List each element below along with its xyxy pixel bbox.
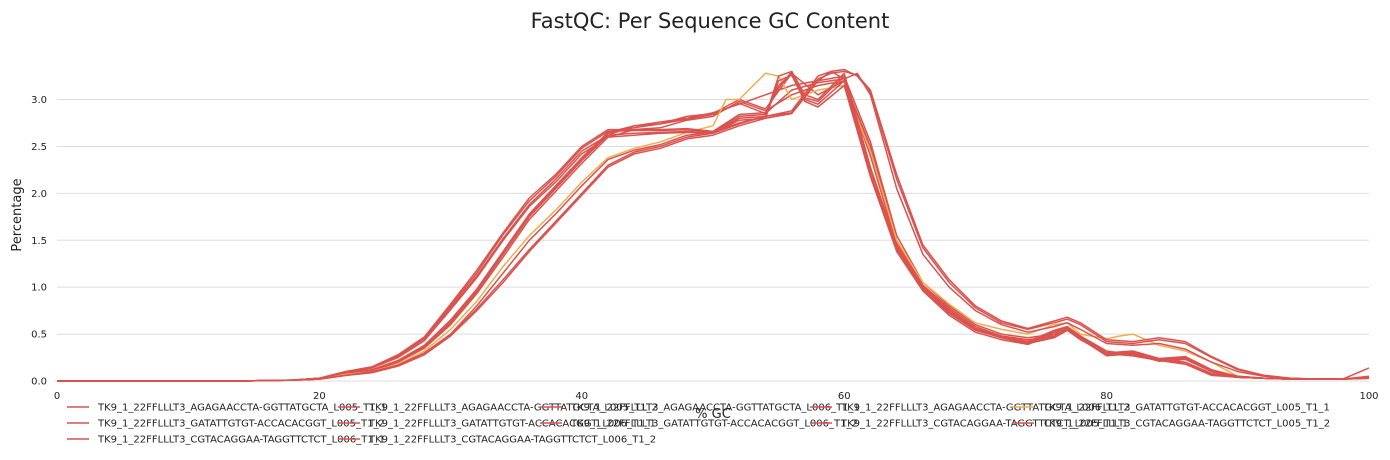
- legend-item[interactable]: TK9_1_22FFLLLT3_GATATTGTGT-ACCACACGGT_L0…: [540, 419, 858, 430]
- legend-label: TK9_1_22FFLLLT3_GATATTGTGT-ACCACACGGT_L0…: [97, 419, 385, 430]
- legend-label: TK9_1_22FFLLLT3_AGAGAACCTA-GGTTATGCTA_L0…: [570, 403, 860, 414]
- y-tick-label: 1.5: [31, 236, 47, 247]
- legend-label: TK9_1_22FFLLLT3_GATATTGTGT-ACCACACGGT_L0…: [1042, 403, 1330, 414]
- legend-item[interactable]: TK9_1_22FFLLLT3_CGTACAGGAA-TAGGTTCTCT_L0…: [338, 435, 656, 446]
- legend-label: TK9_1_22FFLLLT3_CGTACAGGAA-TAGGTTCTCT_L0…: [97, 435, 385, 446]
- gridlines: [57, 99, 1369, 382]
- y-tick-label: 1.0: [31, 283, 47, 294]
- y-tick-label: 3.0: [31, 95, 47, 106]
- x-axis-ticks: 0 20 40 60 80 100: [54, 391, 1379, 402]
- legend-item[interactable]: TK9_1_22FFLLLT3_CGTACAGGAA-TAGGTTCTCT_L0…: [810, 419, 1128, 430]
- legend-label: TK9_1_22FFLLLT3_CGTACAGGAA-TAGGTTCTCT_L0…: [840, 419, 1128, 430]
- y-tick-label: 0.5: [31, 330, 47, 341]
- x-axis-label: % GC: [695, 407, 731, 422]
- legend-item[interactable]: TK9_1_22FFLLLT3_GATATTGTGT-ACCACACGGT_L0…: [67, 419, 385, 430]
- x-tick-label: 80: [1100, 391, 1113, 402]
- series-line-10[interactable]: [57, 74, 1370, 382]
- series-line-2[interactable]: [57, 72, 1370, 382]
- legend-label: TK9_1_22FFLLLT3_GATATTGTGT-ACCACACGGT_L0…: [368, 419, 656, 430]
- legend-item[interactable]: TK9_1_22FFLLLT3_GATATTGTGT-ACCACACGGT_L0…: [338, 419, 656, 430]
- legend-label: TK9_1_22FFLLLT3_AGAGAACCTA-GGTTATGCTA_L0…: [97, 403, 387, 414]
- legend-label: TK9_1_22FFLLLT3_GATATTGTGT-ACCACACGGT_L0…: [570, 419, 858, 430]
- series-lines: [57, 68, 1370, 382]
- series-line-8[interactable]: [57, 70, 1370, 382]
- series-line-9[interactable]: [57, 70, 1370, 382]
- legend-item[interactable]: TK9_1_22FFLLLT3_GATATTGTGT-ACCACACGGT_L0…: [1012, 403, 1330, 414]
- y-tick-label: 0.0: [31, 377, 47, 388]
- x-tick-label: 60: [838, 391, 851, 402]
- y-tick-label: 2.0: [31, 189, 47, 200]
- legend-item[interactable]: TK9_1_22FFLLLT3_CGTACAGGAA-TAGGTTCTCT_L0…: [1012, 419, 1330, 430]
- legend-item[interactable]: TK9_1_22FFLLLT3_CGTACAGGAA-TAGGTTCTCT_L0…: [67, 435, 385, 446]
- series-line-4[interactable]: [57, 80, 1370, 382]
- x-tick-label: 20: [313, 391, 326, 402]
- y-axis-label: Percentage: [10, 178, 25, 251]
- x-tick-label: 100: [1359, 391, 1378, 402]
- legend-label: TK9_1_22FFLLLT3_CGTACAGGAA-TAGGTTCTCT_L0…: [1042, 419, 1330, 430]
- chart-title: FastQC: Per Sequence GC Content: [531, 9, 890, 33]
- series-line-1[interactable]: [57, 75, 1370, 382]
- legend-item[interactable]: TK9_1_22FFLLLT3_AGAGAACCTA-GGTTATGCTA_L0…: [67, 403, 387, 414]
- series-line-11[interactable]: [57, 72, 1370, 382]
- series-line-12[interactable]: [57, 70, 1370, 382]
- legend-label: TK9_1_22FFLLLT3_CGTACAGGAA-TAGGTTCTCT_L0…: [368, 435, 656, 446]
- y-axis-ticks: 0.0 0.5 1.0 1.5 2.0 2.5 3.0: [31, 95, 47, 387]
- x-tick-label: 40: [575, 391, 588, 402]
- legend-label: TK9_1_22FFLLLT3_AGAGAACCTA-GGTTATGCTA_L0…: [840, 403, 1130, 414]
- legend-item[interactable]: TK9_1_22FFLLLT3_AGAGAACCTA-GGTTATGCTA_L0…: [540, 403, 860, 414]
- legend: TK9_1_22FFLLLT3_AGAGAACCTA-GGTTATGCTA_L0…: [67, 403, 1330, 446]
- legend-item[interactable]: TK9_1_22FFLLLT3_AGAGAACCTA-GGTTATGCTA_L0…: [810, 403, 1130, 414]
- legend-item[interactable]: TK9_1_22FFLLLT3_AGAGAACCTA-GGTTATGCTA_L0…: [338, 403, 658, 414]
- y-tick-label: 2.5: [31, 142, 47, 153]
- legend-label: TK9_1_22FFLLLT3_AGAGAACCTA-GGTTATGCTA_L0…: [368, 403, 658, 414]
- x-tick-label: 0: [54, 391, 60, 402]
- series-line-5[interactable]: [57, 72, 1370, 382]
